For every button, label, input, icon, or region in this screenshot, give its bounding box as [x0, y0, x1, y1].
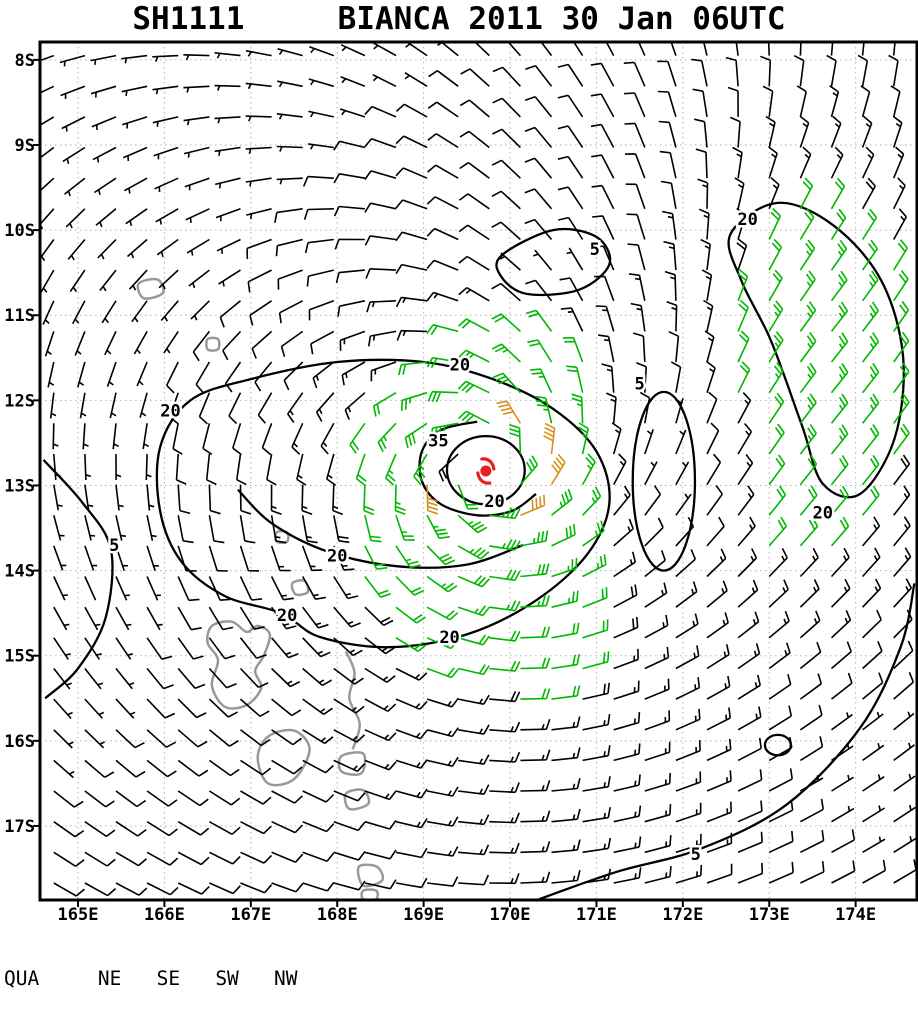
svg-text:16S: 16S [4, 732, 35, 752]
axis-ticks [33, 58, 857, 907]
svg-text:20: 20 [484, 492, 504, 512]
cyclone-symbol [476, 457, 496, 485]
svg-text:166E: 166E [144, 905, 185, 925]
svg-text:20: 20 [327, 546, 347, 566]
svg-text:35: 35 [428, 431, 448, 451]
svg-text:20: 20 [439, 628, 459, 648]
svg-text:5: 5 [590, 240, 600, 260]
svg-text:20: 20 [737, 210, 757, 230]
svg-text:171E: 171E [576, 905, 617, 925]
svg-text:168E: 168E [317, 905, 358, 925]
svg-text:170E: 170E [490, 905, 531, 925]
svg-text:167E: 167E [230, 905, 271, 925]
quadrant-header-row: QUA NE SE SW NW [4, 967, 298, 990]
svg-text:169E: 169E [403, 905, 444, 925]
y-axis-labels: 8S 9S 10S 11S 12S 13S 14S 15S 16S 17S [4, 51, 35, 837]
svg-text:20: 20 [813, 504, 833, 524]
storm-stats-block: QUA NE SE SW NW R34 0 55 55 55 R50 0 0 0… [4, 925, 914, 1014]
svg-text:20: 20 [450, 356, 470, 376]
svg-text:10S: 10S [4, 221, 35, 241]
svg-text:11S: 11S [4, 306, 35, 326]
svg-text:5: 5 [691, 845, 701, 865]
map-frame [38, 40, 918, 902]
svg-text:174E: 174E [835, 905, 876, 925]
svg-text:172E: 172E [662, 905, 703, 925]
svg-text:14S: 14S [4, 562, 35, 582]
svg-text:13S: 13S [4, 476, 35, 496]
svg-text:20: 20 [277, 606, 297, 626]
svg-text:5: 5 [109, 536, 119, 556]
chart-title: SH1111 BIANCA 2011 30 Jan 06UTC [132, 1, 786, 37]
wind-barbs [41, 43, 916, 897]
svg-text:165E: 165E [58, 905, 99, 925]
svg-text:15S: 15S [4, 647, 35, 667]
svg-text:17S: 17S [4, 817, 35, 837]
svg-text:20: 20 [160, 402, 180, 422]
contour-labels: 20 35 20 20 20 20 20 20 20 5 5 5 5 [107, 208, 836, 868]
svg-text:12S: 12S [4, 391, 35, 411]
svg-text:9S: 9S [15, 136, 35, 156]
x-axis-labels: 165E 166E 167E 168E 169E 170E 171E 172E 173E 174E [58, 905, 877, 925]
grid-lines [40, 42, 917, 900]
svg-text:8S: 8S [15, 51, 35, 71]
svg-text:5: 5 [635, 374, 645, 394]
svg-text:173E: 173E [749, 905, 790, 925]
